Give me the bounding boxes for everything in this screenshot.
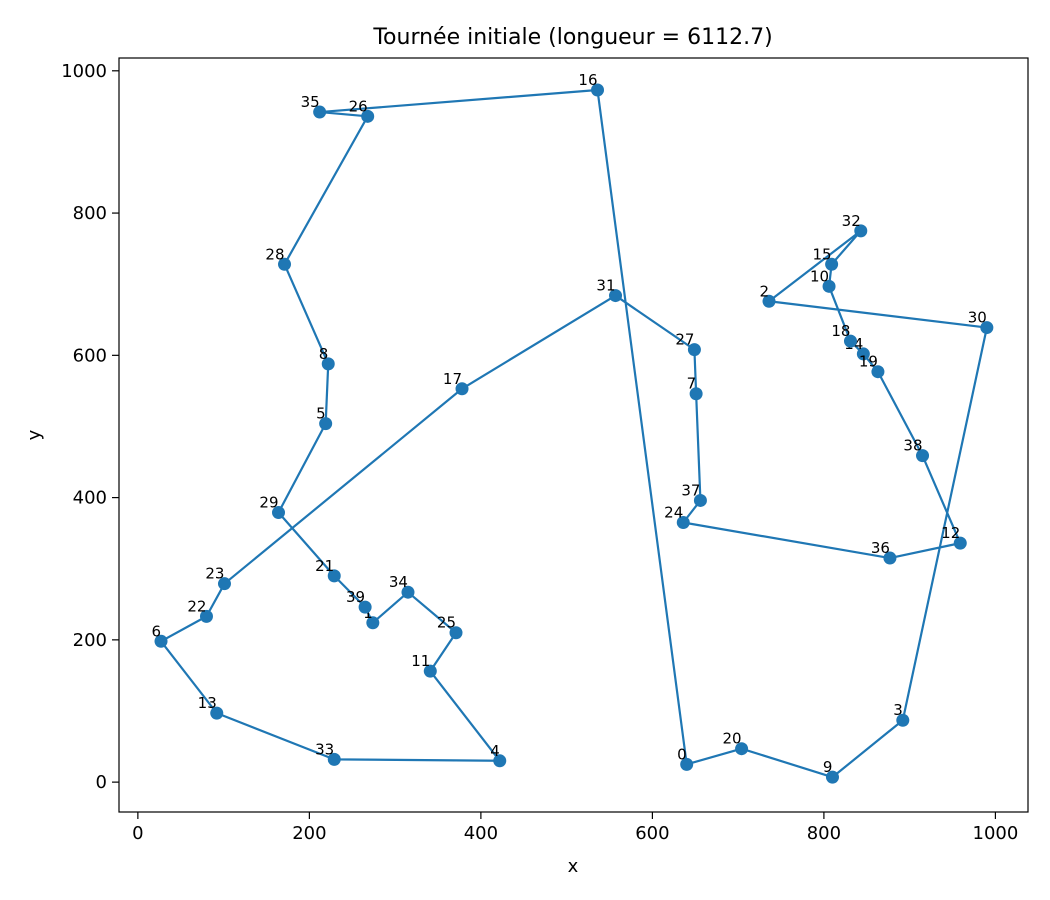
city-label-15: 15 (813, 245, 832, 263)
x-tick-label-200: 200 (292, 823, 326, 844)
city-point-8 (321, 357, 335, 371)
city-point-16 (591, 83, 605, 97)
city-point-36 (883, 551, 897, 565)
city-label-12: 12 (941, 524, 960, 542)
city-label-20: 20 (722, 730, 741, 748)
city-point-9 (825, 770, 839, 784)
city-point-19 (871, 365, 885, 379)
city-label-6: 6 (151, 622, 161, 640)
city-point-30 (980, 321, 994, 335)
city-point-15 (825, 257, 839, 271)
city-label-21: 21 (315, 557, 334, 575)
city-point-28 (278, 257, 292, 271)
city-label-35: 35 (301, 93, 320, 111)
x-tick-label-400: 400 (464, 823, 498, 844)
x-axis-label: x (568, 856, 579, 877)
city-label-32: 32 (842, 212, 861, 230)
y-tick-label-400: 400 (73, 488, 107, 509)
city-point-2 (762, 294, 776, 308)
x-tick-label-600: 600 (635, 823, 669, 844)
city-label-24: 24 (664, 503, 683, 521)
city-point-31 (609, 289, 623, 303)
city-label-23: 23 (205, 565, 224, 583)
city-point-24 (676, 515, 690, 529)
city-label-4: 4 (490, 742, 500, 760)
city-label-2: 2 (759, 282, 769, 300)
city-label-8: 8 (319, 345, 329, 363)
city-point-35 (313, 105, 327, 119)
x-tick-label-800: 800 (807, 823, 841, 844)
city-point-4 (493, 754, 507, 768)
city-label-16: 16 (578, 71, 597, 89)
city-label-5: 5 (316, 405, 326, 423)
city-point-26 (361, 109, 375, 123)
city-point-37 (693, 493, 707, 507)
city-point-29 (272, 506, 286, 520)
city-label-19: 19 (859, 353, 878, 371)
city-point-12 (953, 536, 967, 550)
y-tick-label-200: 200 (73, 630, 107, 651)
city-point-3 (896, 713, 910, 727)
city-label-22: 22 (187, 597, 206, 615)
city-label-33: 33 (315, 740, 334, 758)
x-tick-label-1000: 1000 (973, 823, 1019, 844)
city-point-25 (449, 626, 463, 640)
city-point-17 (455, 382, 469, 396)
city-label-31: 31 (596, 277, 615, 295)
city-point-33 (327, 752, 341, 766)
city-point-10 (822, 279, 836, 293)
city-label-27: 27 (675, 331, 694, 349)
city-point-32 (854, 224, 868, 238)
city-point-38 (916, 449, 930, 463)
city-label-26: 26 (349, 97, 368, 115)
city-point-18 (843, 334, 857, 348)
city-label-0: 0 (677, 745, 687, 763)
city-label-25: 25 (437, 614, 456, 632)
city-label-18: 18 (831, 322, 850, 340)
city-label-11: 11 (411, 652, 430, 670)
city-point-14 (856, 347, 870, 361)
city-point-0 (680, 757, 694, 771)
city-point-1 (366, 616, 380, 630)
city-point-6 (154, 634, 168, 648)
city-label-38: 38 (903, 437, 922, 455)
city-label-36: 36 (871, 539, 890, 557)
city-label-17: 17 (443, 370, 462, 388)
city-label-10: 10 (810, 267, 829, 285)
city-point-13 (210, 706, 224, 720)
city-label-9: 9 (823, 758, 833, 776)
city-label-30: 30 (968, 309, 987, 327)
city-label-28: 28 (265, 245, 284, 263)
y-tick-label-800: 800 (73, 203, 107, 224)
city-point-21 (327, 569, 341, 583)
city-point-11 (423, 664, 437, 678)
city-point-7 (689, 387, 703, 401)
city-point-27 (687, 343, 701, 357)
city-label-29: 29 (259, 494, 278, 512)
plot-frame (118, 57, 1029, 813)
city-label-3: 3 (893, 701, 903, 719)
city-point-5 (319, 417, 333, 431)
city-label-13: 13 (198, 694, 217, 712)
y-tick-label-1000: 1000 (61, 61, 107, 82)
city-point-23 (217, 577, 231, 591)
city-point-39 (358, 600, 372, 614)
city-point-22 (199, 609, 213, 623)
plot-area: 0123456789101112131415161718192021222324… (151, 71, 994, 784)
city-label-37: 37 (681, 481, 700, 499)
x-tick-label-0: 0 (132, 823, 143, 844)
city-point-34 (401, 585, 415, 599)
city-label-34: 34 (389, 573, 408, 591)
city-label-39: 39 (346, 588, 365, 606)
y-axis-label: y (24, 429, 45, 440)
city-label-7: 7 (687, 375, 697, 393)
y-tick-label-0: 0 (96, 772, 107, 793)
chart-title: Tournée initiale (longueur = 6112.7) (372, 25, 772, 50)
city-point-20 (735, 742, 749, 756)
y-tick-label-600: 600 (73, 345, 107, 366)
